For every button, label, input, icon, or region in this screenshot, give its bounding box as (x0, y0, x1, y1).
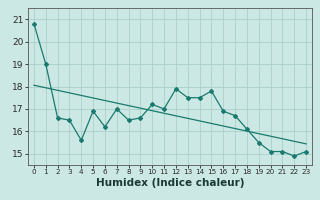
X-axis label: Humidex (Indice chaleur): Humidex (Indice chaleur) (96, 178, 244, 188)
